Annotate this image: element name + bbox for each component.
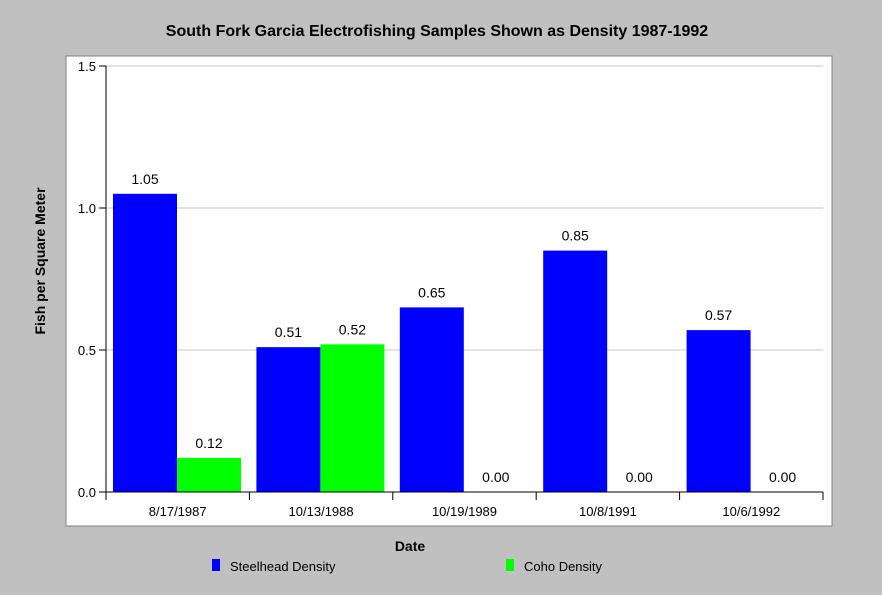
y-axis-title: Fish per Square Meter	[32, 187, 48, 335]
y-tick-label: 0.0	[78, 485, 96, 500]
data-label: 0.65	[418, 284, 445, 300]
bar-coho-density	[177, 457, 241, 492]
bar-steelhead-density	[399, 307, 464, 492]
data-labels: 1.05 0.12 0.51 0.52 0.65 0.00 0.85 0.00 0.57 0.00	[131, 171, 796, 485]
x-tick-label: 10/19/1989	[432, 504, 497, 519]
data-label: 0.00	[482, 469, 509, 485]
legend-swatch	[212, 559, 220, 571]
data-label: 0.57	[705, 307, 732, 323]
y-tick-label: 0.5	[78, 343, 96, 358]
data-label: 0.12	[195, 435, 222, 451]
bar-steelhead-density	[113, 193, 177, 493]
x-axis-title: Date	[395, 538, 426, 554]
bar-steelhead-density	[543, 250, 608, 492]
legend-label: Coho Density	[524, 559, 603, 574]
x-tick-label: 10/6/1992	[722, 504, 780, 519]
data-label: 0.00	[626, 469, 653, 485]
x-tick-label: 10/13/1988	[289, 504, 354, 519]
data-label: 1.05	[131, 171, 158, 187]
y-tick-label: 1.0	[78, 201, 96, 216]
bar-coho-density	[320, 344, 385, 492]
legend: Steelhead Density Coho Density	[212, 559, 603, 574]
data-label: 0.51	[275, 324, 302, 340]
y-tick-label: 1.5	[78, 59, 96, 74]
bar-steelhead-density	[256, 347, 321, 492]
x-tick-label: 8/17/1987	[149, 504, 207, 519]
data-label: 0.00	[769, 469, 796, 485]
bar-steelhead-density	[686, 330, 751, 492]
x-tick-label: 10/8/1991	[579, 504, 637, 519]
chart-title: South Fork Garcia Electrofishing Samples…	[166, 23, 709, 40]
legend-label: Steelhead Density	[230, 559, 336, 574]
bars	[113, 193, 751, 493]
axes: 0.0 0.5 1.0 1.5 8/17/1987 10/13/1988 10/19/198…	[78, 59, 824, 519]
legend-swatch	[506, 559, 514, 571]
data-label: 0.52	[339, 321, 366, 337]
data-label: 0.85	[562, 228, 589, 244]
